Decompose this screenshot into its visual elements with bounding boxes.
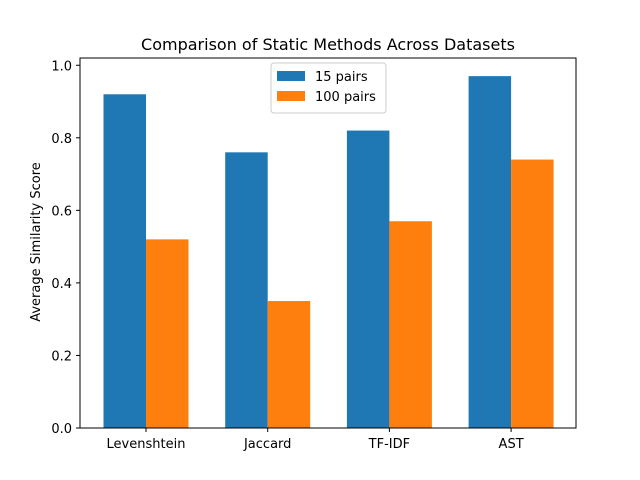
bar-ast-series-2 (511, 159, 554, 428)
y-tick-label: 0.4 (51, 277, 72, 292)
bar-tf-idf-series-1 (346, 130, 390, 429)
bar-ast-series-1 (468, 76, 512, 428)
legend-label: 100 pairs (315, 90, 376, 105)
bars-group (103, 76, 554, 429)
y-tick-label: 1.0 (51, 59, 72, 74)
y-tick-label: 0.2 (51, 349, 72, 364)
legend-swatch (277, 71, 305, 81)
x-tick-label: TF-IDF (368, 437, 410, 452)
y-tick-label: 0.0 (51, 422, 72, 437)
chart-title: Comparison of Static Methods Across Data… (141, 35, 515, 54)
bar-tf-idf-series-2 (389, 221, 432, 428)
y-axis-label: Average Similarity Score (29, 162, 44, 322)
x-tick-label: Jaccard (243, 437, 291, 452)
bar-levenshtein-series-1 (103, 94, 146, 429)
x-tick-label: AST (499, 437, 524, 452)
x-axis: Levenshtein Jaccard TF-IDF AST (107, 428, 524, 452)
y-axis: 0.0 0.2 0.4 0.6 0.8 1.0 (51, 59, 80, 437)
legend: 15 pairs 100 pairs (270, 62, 387, 114)
legend-swatch (277, 91, 305, 101)
y-tick-label: 0.6 (51, 204, 72, 219)
y-tick-label: 0.8 (51, 132, 72, 147)
bar-levenshtein-series-2 (146, 239, 189, 428)
x-tick-label: Levenshtein (107, 437, 186, 452)
legend-label: 15 pairs (315, 70, 368, 85)
plot-frame (79, 57, 577, 429)
bar-jaccard-series-1 (225, 152, 268, 428)
bar-jaccard-series-2 (267, 301, 311, 428)
